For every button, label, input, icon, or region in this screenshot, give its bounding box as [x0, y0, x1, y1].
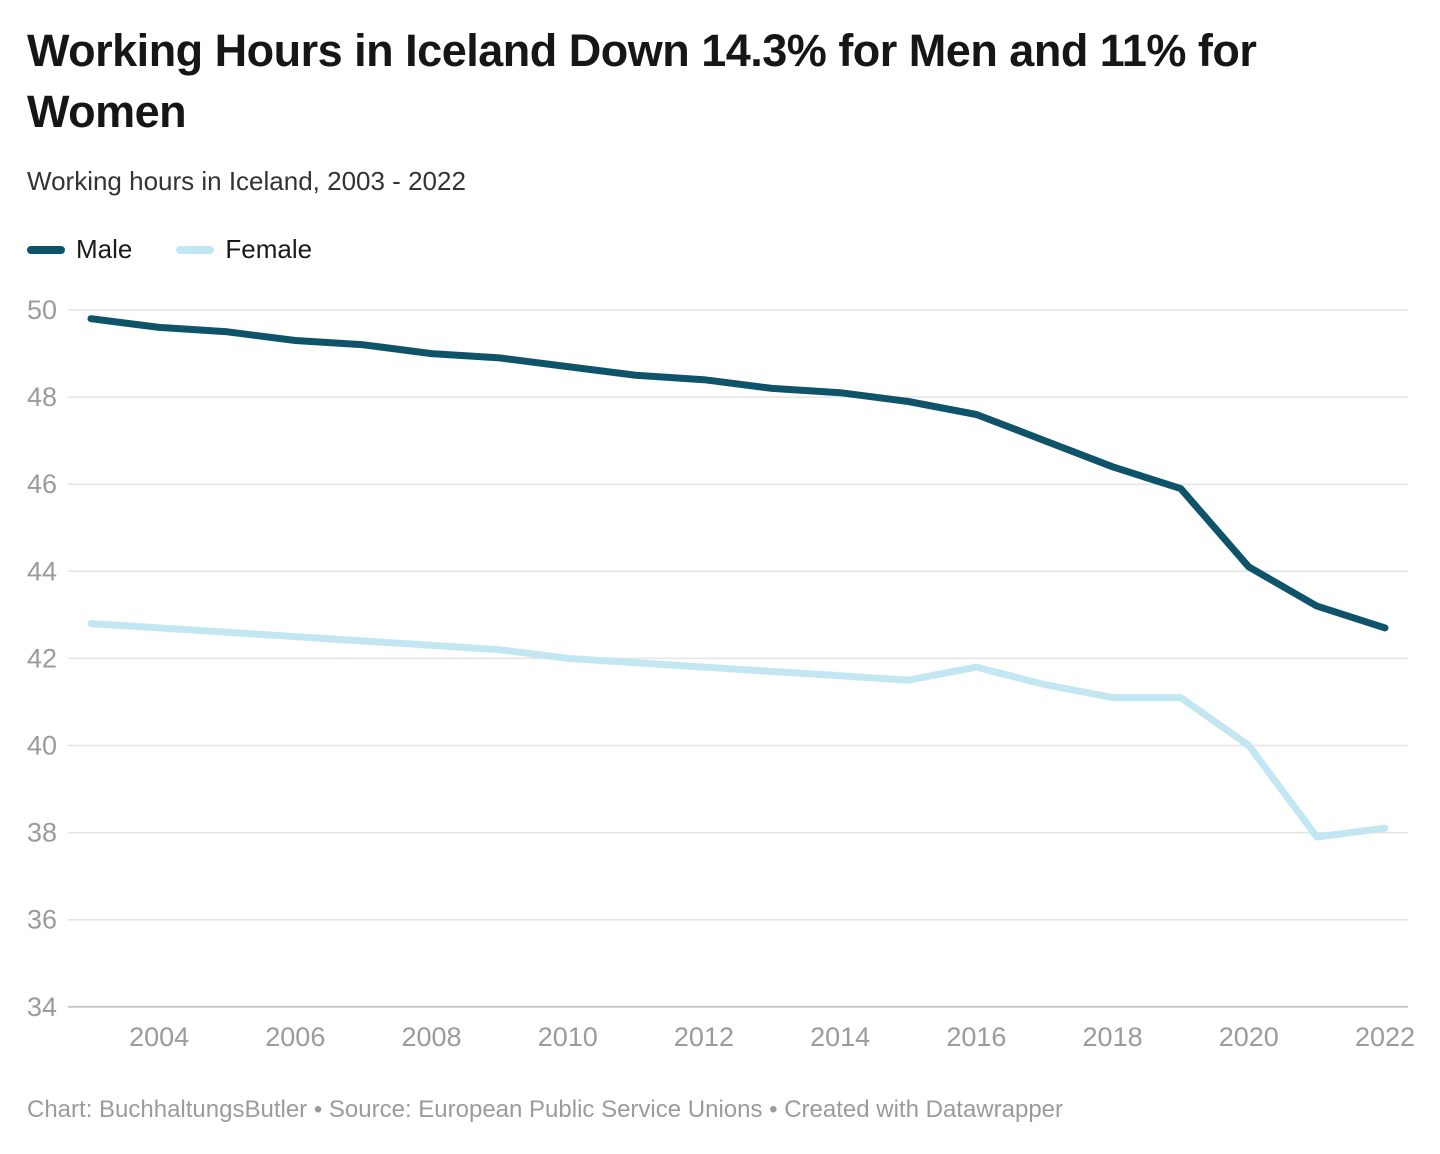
legend-label-female: Female	[225, 234, 313, 264]
y-tick-label: 50	[27, 295, 57, 325]
y-tick-label: 44	[27, 556, 57, 586]
x-tick-label: 2022	[1355, 1022, 1415, 1052]
legend-item-female: Female	[176, 234, 312, 265]
y-tick-label: 40	[27, 731, 57, 761]
y-tick-label: 34	[27, 992, 57, 1022]
x-tick-label: 2020	[1219, 1022, 1279, 1052]
x-tick-label: 2016	[946, 1022, 1006, 1052]
y-tick-label: 38	[27, 818, 57, 848]
x-tick-label: 2018	[1083, 1022, 1143, 1052]
x-tick-label: 2006	[265, 1022, 325, 1052]
y-tick-label: 42	[27, 643, 57, 673]
chart-footer: Chart: BuchhaltungsButler • Source: Euro…	[27, 1096, 1064, 1123]
x-tick-label: 2004	[129, 1022, 189, 1052]
line-male	[87, 315, 1389, 632]
y-tick-label: 46	[27, 469, 57, 499]
female-line-swatch	[176, 245, 215, 254]
legend-label-male: Male	[76, 234, 133, 264]
x-tick-label: 2008	[401, 1022, 461, 1052]
y-tick-label: 48	[27, 382, 57, 412]
male-line-swatch	[27, 245, 65, 254]
line-female	[87, 620, 1389, 841]
x-tick-label: 2010	[538, 1022, 598, 1052]
legend: Male Female	[27, 234, 312, 265]
x-tick-label: 2014	[810, 1022, 870, 1052]
x-tick-label: 2012	[674, 1022, 734, 1052]
legend-item-male: Male	[27, 234, 132, 265]
chart-subtitle: Working hours in Iceland, 2003 - 2022	[27, 166, 466, 196]
y-tick-label: 36	[27, 905, 57, 935]
chart-title: Working Hours in Iceland Down 14.3% for …	[27, 25, 1257, 138]
